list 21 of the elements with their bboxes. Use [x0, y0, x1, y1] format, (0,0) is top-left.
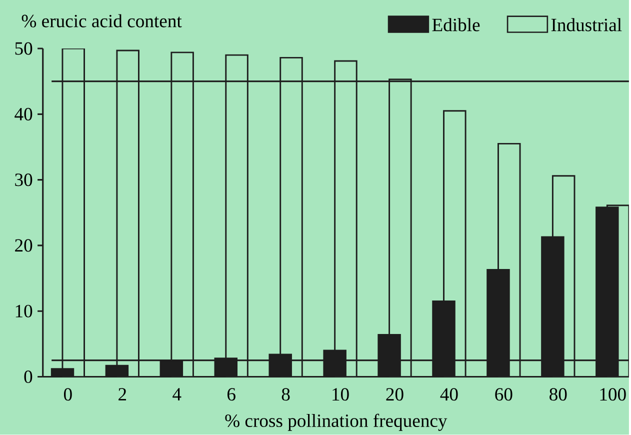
y-tick-label: 10: [16, 304, 32, 318]
y-tick-label: 50: [15, 42, 32, 55]
y-axis-title: % erucic acid content: [22, 14, 182, 28]
x-tick-label: 60: [495, 388, 512, 401]
y-tick-label: 0: [24, 370, 32, 383]
x-tick-label: 0: [64, 388, 72, 401]
legend-label: Industrial: [551, 18, 622, 32]
x-tick-label: 40: [440, 388, 458, 401]
x-tick-label: 8: [282, 388, 290, 401]
x-tick-label: 100: [600, 388, 626, 401]
y-tick-label: 30: [15, 173, 32, 186]
legend-label: Edible: [432, 18, 480, 32]
y-tick-label: 40: [14, 108, 32, 120]
x-tick-label: 20: [386, 388, 404, 401]
y-tick-label: 20: [15, 239, 32, 252]
x-tick-label: 10: [332, 388, 349, 401]
x-tick-label: 80: [550, 388, 567, 401]
x-tick-label: 6: [227, 388, 236, 400]
x-axis-title: % cross pollination frequency: [225, 414, 448, 431]
x-tick-label: 4: [172, 388, 182, 400]
x-tick-label: 2: [118, 388, 126, 400]
